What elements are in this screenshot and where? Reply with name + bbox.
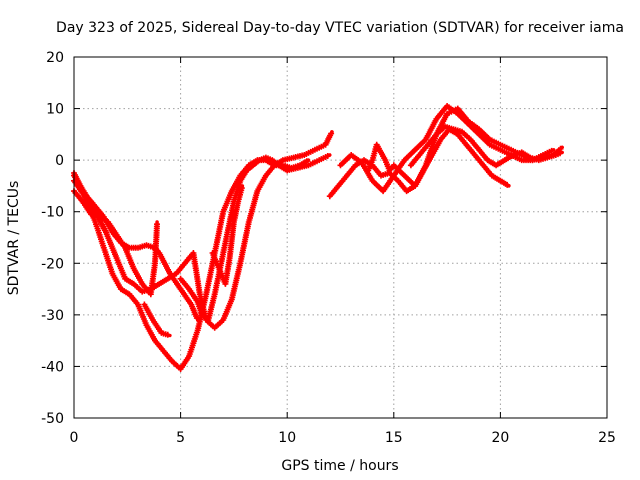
series-track-11 xyxy=(407,123,564,169)
series-markers xyxy=(141,301,171,338)
y-tick-label: 0 xyxy=(55,153,64,169)
y-axis-label: SDTVAR / TECUs xyxy=(6,181,22,296)
x-tick-label: 25 xyxy=(598,430,616,446)
x-axis-label: GPS time / hours xyxy=(281,458,398,474)
series-markers xyxy=(407,123,564,169)
y-tick-label: -50 xyxy=(41,411,64,427)
y-tick-label: -10 xyxy=(41,205,64,221)
series-track-6 xyxy=(177,153,332,323)
y-tick-label: 20 xyxy=(46,50,64,66)
x-tick-label: 20 xyxy=(491,430,509,446)
y-tick-label: -30 xyxy=(41,308,64,324)
series-markers xyxy=(209,185,245,287)
x-tick-label: 15 xyxy=(385,430,403,446)
grid-layer xyxy=(74,57,607,418)
y-tick-label: -40 xyxy=(41,359,64,375)
y-tick-label: -20 xyxy=(41,256,64,272)
x-tick-label: 0 xyxy=(70,430,79,446)
series-track-7 xyxy=(209,184,245,287)
x-tick-label: 10 xyxy=(278,430,296,446)
x-tick-label: 5 xyxy=(176,430,185,446)
y-tick-label: 10 xyxy=(46,102,64,118)
chart-title: Day 323 of 2025, Sidereal Day-to-day VTE… xyxy=(56,20,624,36)
tick-layer: 0 5 10 15 20 25 -50 -40 -30 -20 -10 0 10 20 xyxy=(41,50,616,446)
series-track-5 xyxy=(141,301,172,338)
plot-frame xyxy=(73,56,608,419)
